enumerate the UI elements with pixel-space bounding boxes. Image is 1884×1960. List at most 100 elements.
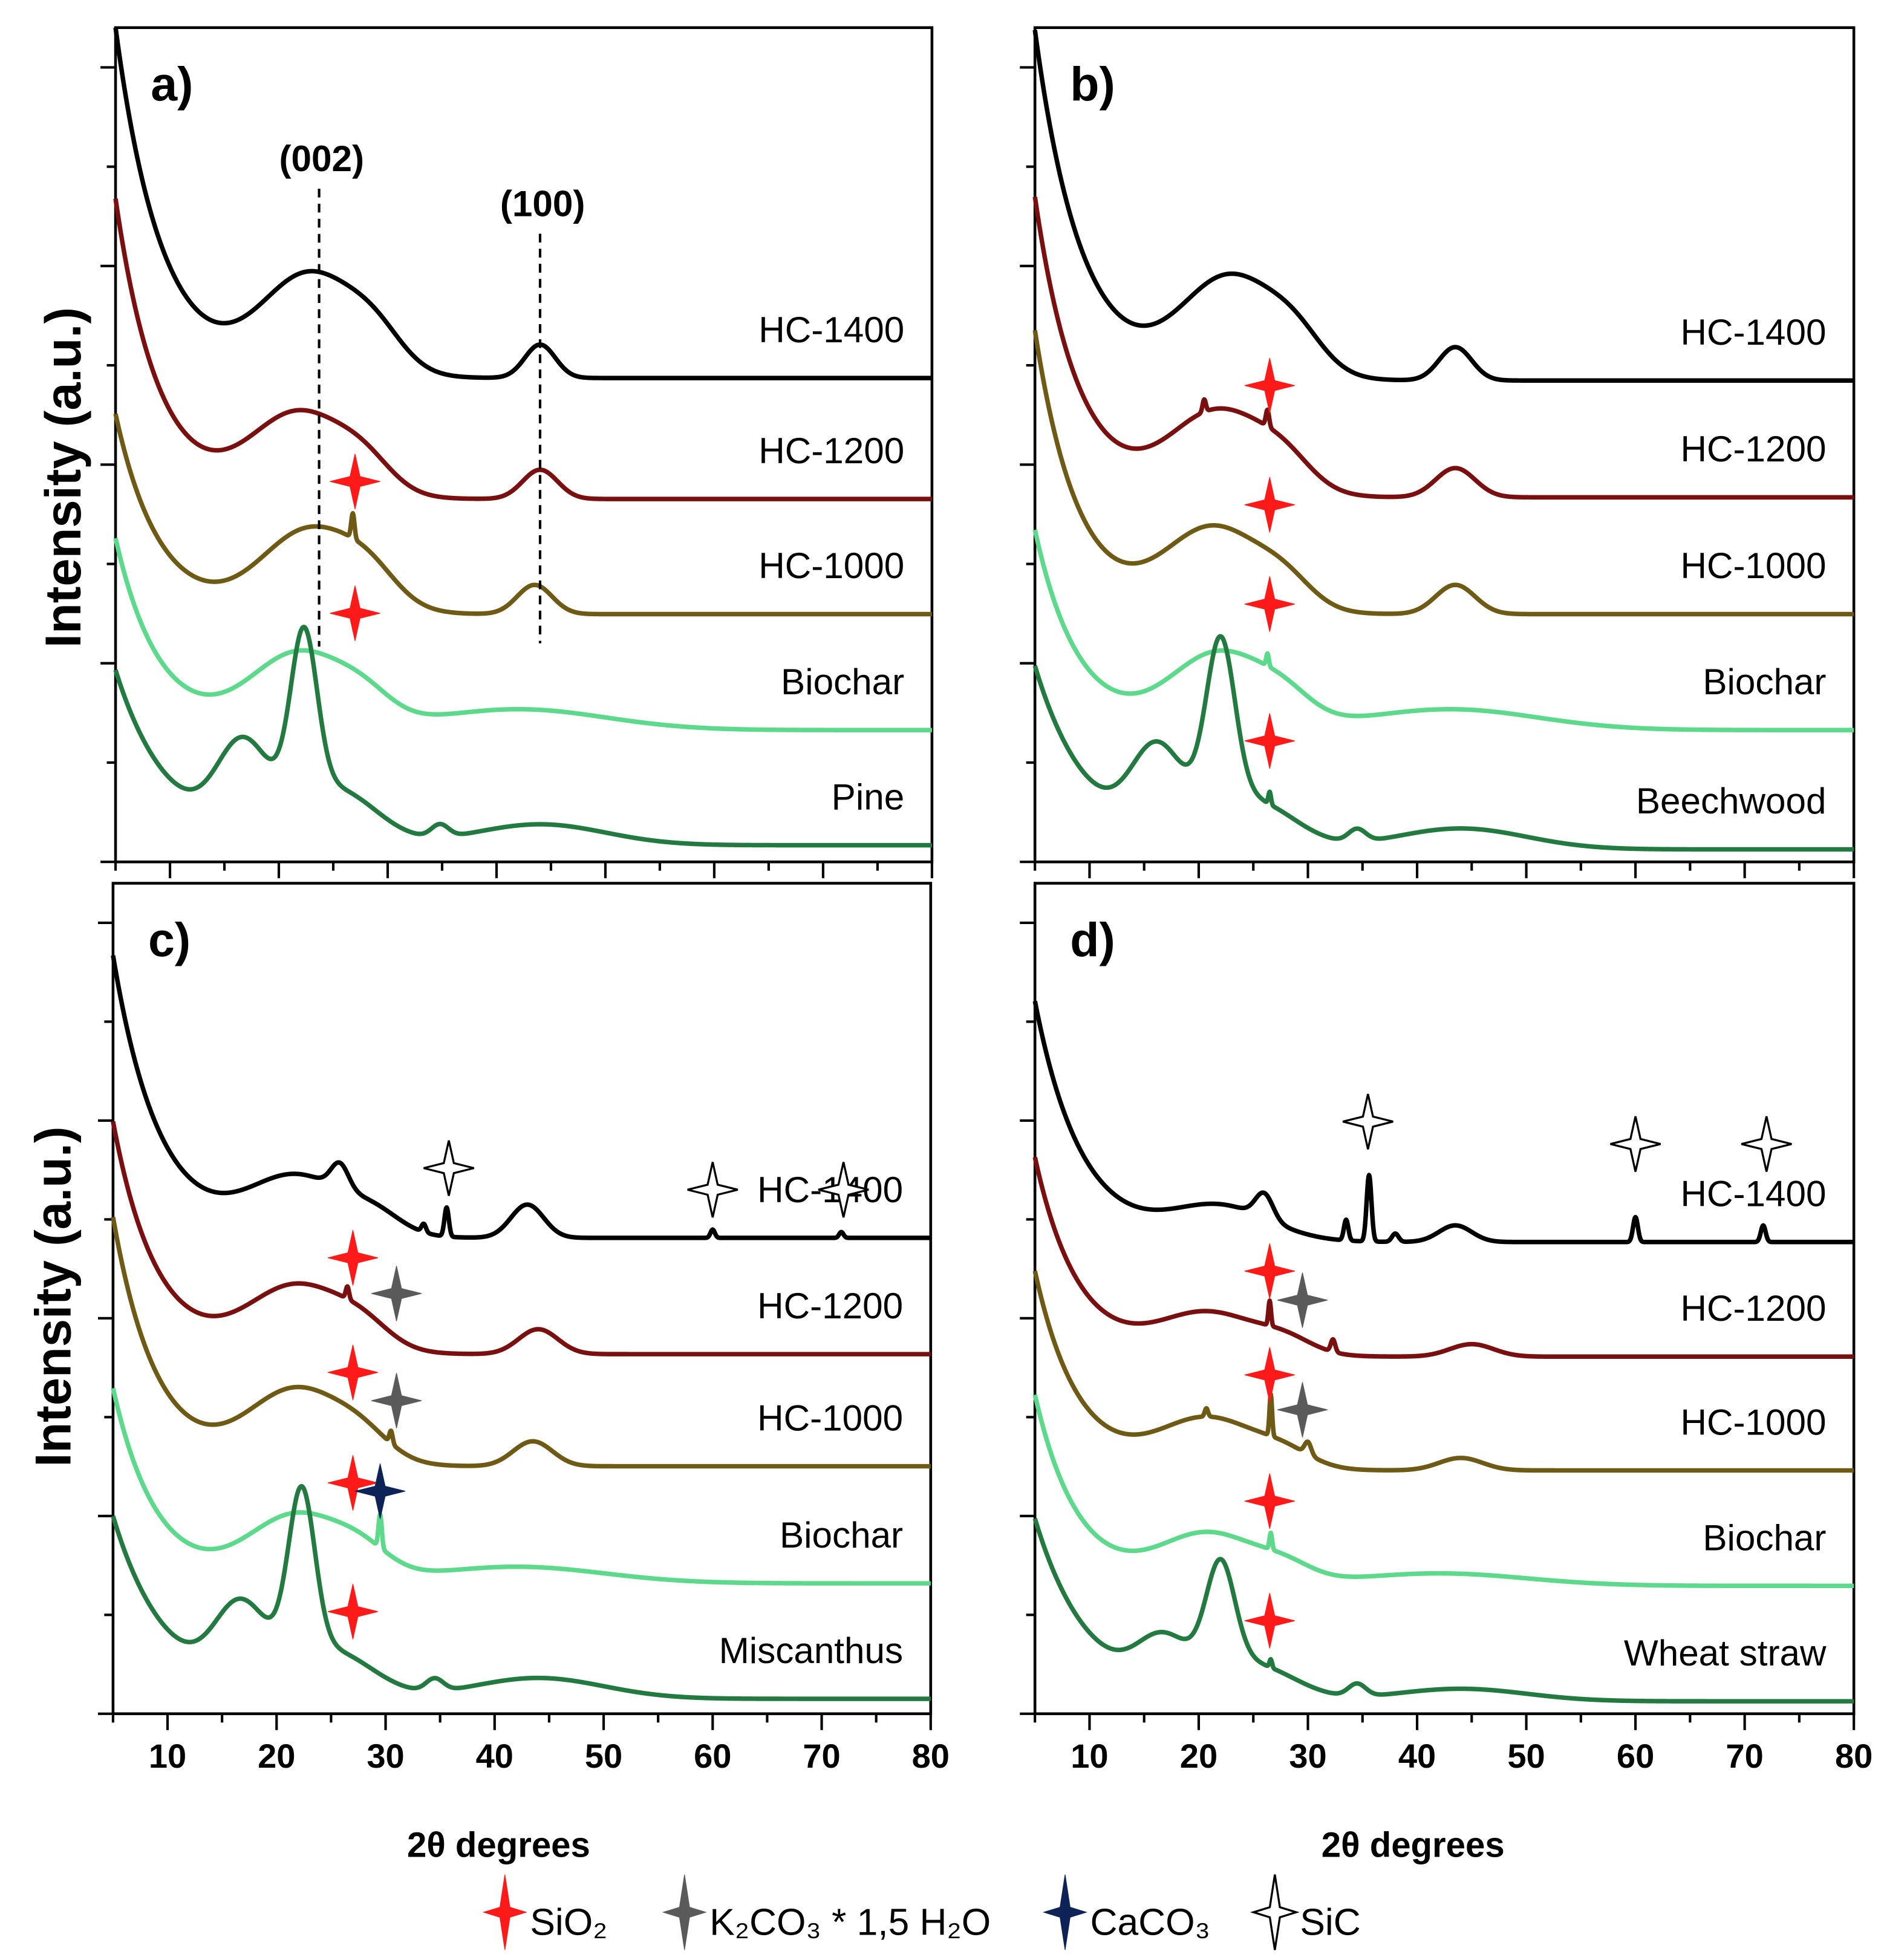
series-line-beechwood	[1032, 634, 1856, 852]
x-tick-label: 40	[476, 1737, 513, 1775]
panel-d: 10 20 30 40 50 60 70 80 HC-1400 HC-1200 HC-1000 Bio…	[1020, 882, 1873, 1775]
sio2-star-icon	[327, 1584, 379, 1639]
k2co3-star-icon	[1277, 1382, 1328, 1437]
series-line-biochar	[1032, 1394, 1856, 1589]
series-line-hc-1200	[1032, 1156, 1856, 1359]
series-label: Biochar	[1703, 1517, 1826, 1558]
series-line-miscanthus	[111, 1483, 933, 1701]
series-line-hc-1400	[1032, 30, 1856, 383]
legend-item-k2co3: K₂CO₃ * 1,5 H₂O	[662, 1874, 991, 1950]
x-tick-label: 30	[1289, 1737, 1326, 1775]
legend-label: CaCO₃	[1090, 1901, 1210, 1943]
legend-item-sio2: SiO₂	[482, 1874, 607, 1950]
y-axis-title-bottom: Intensity (a.u.)	[25, 1126, 81, 1467]
sio2-star-icon	[327, 1455, 379, 1511]
series-label: Biochar	[781, 661, 904, 702]
series-label: Biochar	[1703, 661, 1826, 702]
plot-frame	[1033, 26, 1856, 864]
panel-letter: d)	[1070, 913, 1115, 966]
series-label: Biochar	[780, 1514, 903, 1555]
sio2-star-icon	[1244, 1593, 1295, 1649]
panel-b: HC-1400 HC-1200 HC-1000 Biochar Beechwood b)	[1020, 26, 1856, 879]
sio2-star-icon	[1244, 1347, 1295, 1403]
sic-star-icon	[1741, 1116, 1792, 1172]
series-label: HC-1000	[1681, 1401, 1827, 1442]
series-label: HC-1400	[1681, 1173, 1827, 1214]
series-label: HC-1200	[1681, 428, 1827, 469]
sio2-star-icon	[330, 454, 380, 509]
series-line-wheat-straw	[1032, 1517, 1856, 1704]
plot-frame	[1033, 882, 1856, 1716]
panel-letter: c)	[148, 913, 191, 966]
caco3-star-icon	[1042, 1874, 1088, 1950]
series-line-hc-1000	[1032, 330, 1856, 617]
x-tick-label: 20	[1180, 1737, 1217, 1775]
x-tick-label: 60	[1617, 1737, 1654, 1775]
x-tick-label: 60	[694, 1737, 731, 1775]
sic-star-icon	[818, 1162, 869, 1218]
series-label: HC-1000	[757, 1398, 903, 1439]
sio2-star-icon	[1244, 357, 1295, 414]
x-tick-label: 80	[1835, 1737, 1873, 1775]
x-tick-label: 70	[803, 1737, 840, 1775]
series-label: HC-1000	[1681, 545, 1827, 586]
sio2-star-icon	[1244, 713, 1295, 769]
sio2-star-icon	[1244, 1243, 1295, 1299]
sio2-star-icon	[330, 585, 380, 641]
panels: HC-1400 HC-1200 HC-1000 Biochar Pine (002) (10…	[97, 26, 1873, 1775]
k2co3-star-icon	[1277, 1272, 1328, 1328]
x-tick-label: 10	[1071, 1737, 1108, 1775]
series-label: Pine	[832, 776, 905, 817]
x-tick-label: 50	[585, 1737, 622, 1775]
sic-star-icon	[1610, 1116, 1661, 1172]
series-label: Beechwood	[1636, 780, 1827, 821]
x-tick-label: 70	[1726, 1737, 1763, 1775]
series-label: HC-1400	[758, 309, 904, 350]
x-tick-label: 10	[149, 1737, 186, 1775]
series-label: HC-1200	[1681, 1288, 1827, 1329]
legend-label: SiC	[1300, 1901, 1360, 1943]
x-tick-label: 50	[1507, 1737, 1545, 1775]
series-line-biochar	[1032, 529, 1856, 732]
x-axis-title-left: 2θ degrees	[407, 1826, 590, 1865]
series-line-biochar	[113, 538, 934, 732]
plot-frame	[111, 882, 933, 1716]
sio2-star-icon	[482, 1874, 527, 1950]
legend-label: SiO₂	[530, 1901, 607, 1943]
sic-star-icon	[1250, 1874, 1300, 1950]
x-tick-label: 40	[1398, 1737, 1436, 1775]
series-label: HC-1200	[758, 430, 904, 471]
x-tick-label: 30	[367, 1737, 404, 1775]
x-axis-title-right: 2θ degrees	[1322, 1826, 1505, 1865]
x-tick-label: 80	[912, 1737, 950, 1775]
series-line-hc-1400	[1032, 1000, 1856, 1245]
x-tick-label: 20	[258, 1737, 295, 1775]
panel-letter: b)	[1070, 57, 1115, 111]
panel-letter: a)	[151, 57, 193, 111]
legend-item-caco3: CaCO₃	[1042, 1874, 1210, 1950]
series-line-hc-1400	[113, 27, 934, 380]
y-axis-title-top: Intensity (a.u.)	[35, 307, 91, 648]
panel-c: 1020304050607080HC-1400HC-1200HC-1000Bio…	[97, 882, 950, 1775]
series-label: HC-1200	[757, 1285, 903, 1326]
series-line-hc-1200	[1032, 197, 1856, 500]
series-label: HC-1400	[1681, 311, 1827, 353]
legend: SiO₂ K₂CO₃ * 1,5 H₂O CaCO₃ SiC	[482, 1874, 1361, 1950]
series-label: Wheat straw	[1624, 1632, 1827, 1673]
series-label: HC-1000	[758, 545, 904, 586]
sic-star-icon	[423, 1140, 475, 1196]
panel-a: HC-1400 HC-1200 HC-1000 Biochar Pine (002) (10…	[100, 26, 934, 879]
sio2-star-icon	[327, 1344, 379, 1401]
k2co3-star-icon	[662, 1874, 707, 1950]
k2co3-star-icon	[371, 1266, 422, 1321]
sio2-star-icon	[1244, 576, 1295, 632]
legend-item-sic: SiC	[1250, 1874, 1361, 1950]
series-label: Miscanthus	[719, 1630, 904, 1671]
series-line-hc-1200	[113, 198, 934, 501]
series-line-hc-1000	[111, 1216, 933, 1469]
series-line-biochar	[111, 1387, 933, 1586]
series-line-hc-1400	[111, 955, 933, 1240]
k2co3-star-icon	[371, 1373, 422, 1428]
series-line-pine	[113, 624, 934, 848]
